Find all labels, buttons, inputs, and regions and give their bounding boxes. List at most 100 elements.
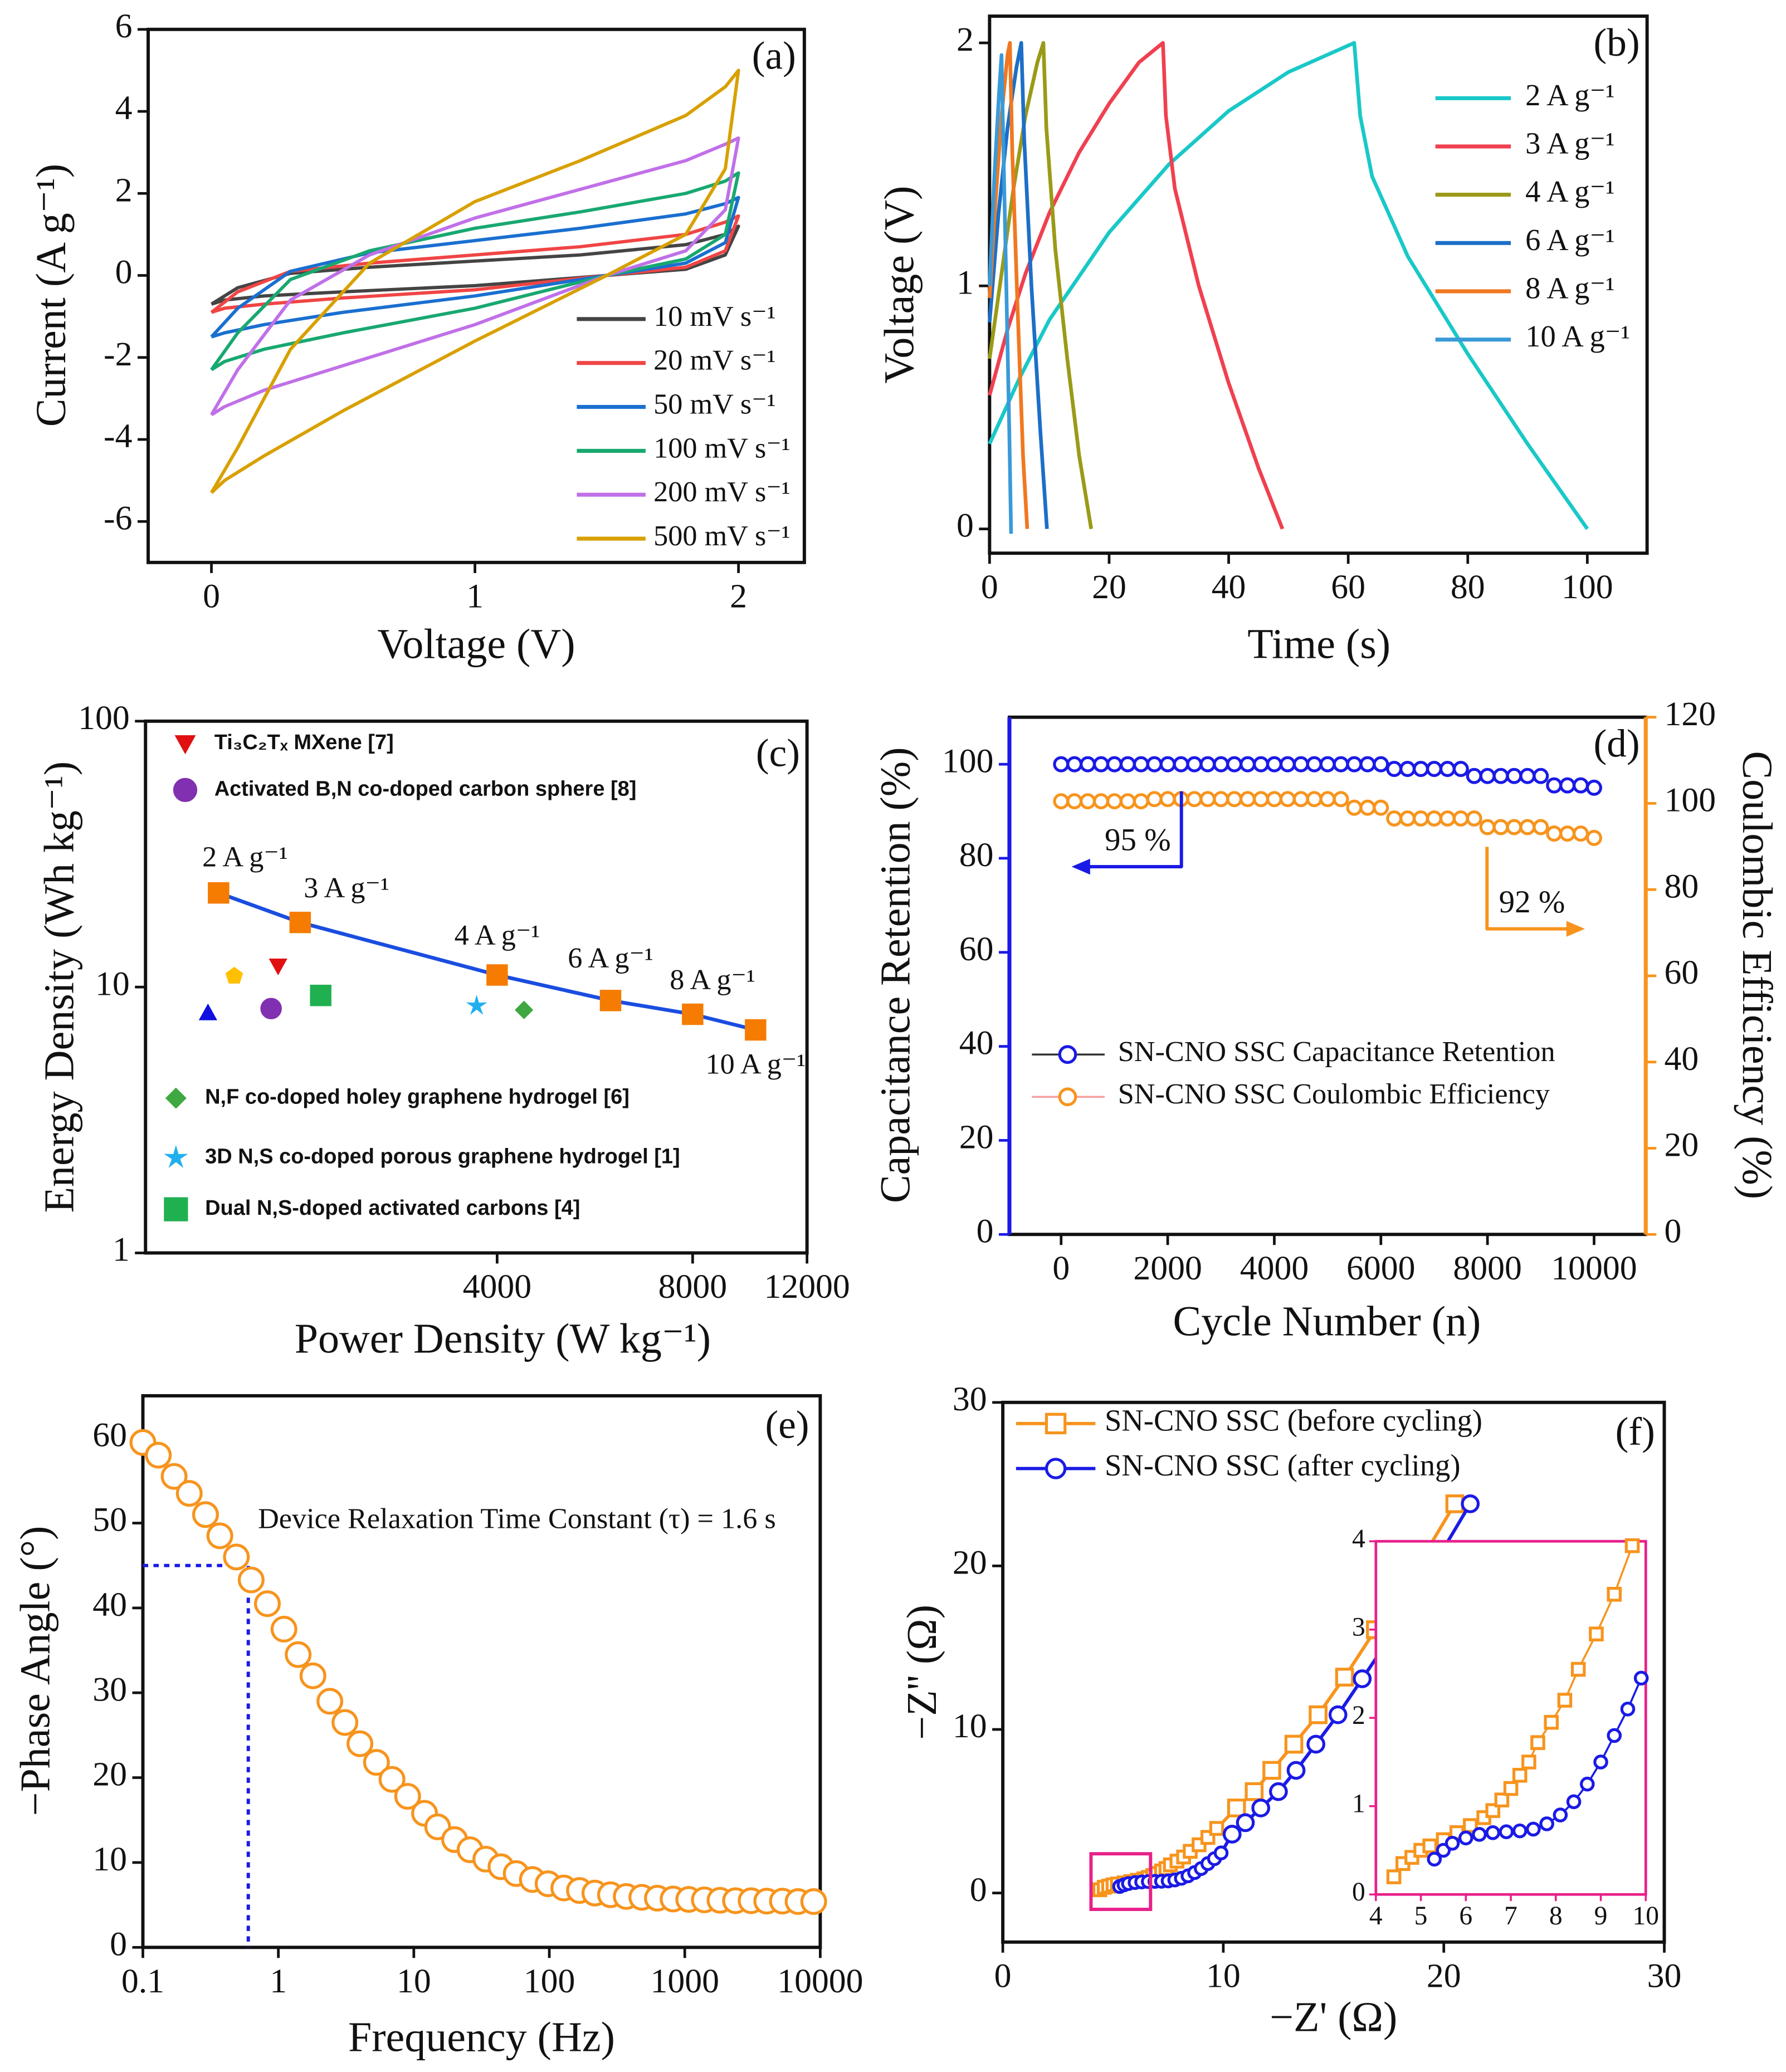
- inset-data-point: [1566, 1794, 1582, 1810]
- data-point: [1506, 819, 1523, 835]
- inset-data-point: [1580, 1776, 1595, 1792]
- data-point: [1226, 756, 1243, 773]
- x-axis-label: Power Density (W kg⁻¹): [295, 1315, 711, 1362]
- data-point: [1119, 793, 1136, 810]
- legend-marker: [164, 1197, 188, 1221]
- data-point: [1093, 756, 1110, 773]
- x-tick-label: 100: [1561, 568, 1613, 606]
- data-point: [1262, 1761, 1281, 1780]
- data-point: [175, 1480, 203, 1507]
- inset-x-tick-label: 5: [1414, 1902, 1428, 1931]
- inset-data-point: [1422, 1838, 1437, 1854]
- arrow-head-icon: [1071, 858, 1090, 875]
- x-axis-label: Frequency (Hz): [348, 2014, 615, 2060]
- data-point: [1159, 756, 1176, 773]
- x-tick-label: 6000: [1346, 1249, 1415, 1287]
- data-point: [208, 882, 230, 904]
- data-point: [1106, 756, 1123, 773]
- data-point: [1236, 1813, 1255, 1832]
- legend-label: 50 mV s⁻¹: [653, 388, 775, 421]
- data-point: [1080, 756, 1096, 773]
- data-point: [1106, 793, 1123, 810]
- x-tick-label: 20: [1092, 568, 1126, 606]
- inset-x-tick-label: 7: [1504, 1902, 1517, 1931]
- inset-data-point: [1526, 1821, 1541, 1837]
- data-point: [1306, 756, 1323, 773]
- y-tick-label: 120: [1665, 695, 1716, 733]
- x-tick-label: 0: [1052, 1249, 1070, 1287]
- data-point: [237, 1566, 265, 1594]
- y-tick-label: 20: [1665, 1126, 1699, 1164]
- data-point: [1333, 791, 1349, 808]
- y-axis-label: Energy Density (Wh kg⁻¹): [36, 761, 82, 1213]
- zoom-region-box: [1089, 1852, 1153, 1911]
- data-point: [1546, 825, 1563, 842]
- x-tick-label: 0: [981, 568, 998, 606]
- y-tick-label: -6: [104, 499, 132, 537]
- plot-area: [988, 14, 1649, 555]
- data-point: [1119, 756, 1136, 773]
- data-point: [223, 1543, 250, 1571]
- data-label: 8 A g⁻¹: [670, 964, 755, 996]
- legend-marker: [1058, 1045, 1077, 1064]
- data-point: [1492, 768, 1509, 784]
- y-tick-label: -4: [104, 417, 132, 455]
- x-tick-label: 0: [994, 1957, 1012, 1995]
- data-point: [1353, 1669, 1372, 1688]
- y-tick-label: 10: [953, 1707, 987, 1745]
- reference-point: [260, 998, 282, 1019]
- data-point: [1266, 756, 1282, 773]
- data-point: [1359, 756, 1376, 773]
- panel-label: (c): [756, 731, 800, 775]
- panel-c-ragone: 4000 8000 12000 1 10 100 2 A g⁻¹ 3 A g⁻¹ 4 A g⁻¹…: [36, 699, 850, 1362]
- reference-point: [269, 959, 287, 975]
- inset-y-tick-label: 1: [1352, 1790, 1365, 1819]
- legend-marker: [1045, 1413, 1067, 1435]
- y-tick-label: 40: [92, 1586, 127, 1624]
- y-tick-label: 0: [115, 253, 133, 291]
- y-axis-label: Current (A g⁻¹): [28, 164, 75, 427]
- data-point: [1199, 756, 1216, 773]
- data-point: [1173, 756, 1189, 773]
- data-point: [599, 990, 622, 1011]
- y-tick-label: 2: [115, 171, 133, 209]
- x-tick-label: 40: [1212, 568, 1246, 606]
- data-point: [1066, 793, 1083, 810]
- x-tick-label: 10000: [1551, 1249, 1637, 1287]
- x-axis-label: Cycle Number (n): [1173, 1298, 1481, 1345]
- data-point: [1386, 810, 1403, 827]
- inset-y-tick-label: 2: [1352, 1701, 1365, 1730]
- data-point: [1209, 1821, 1224, 1836]
- data-point: [1519, 819, 1536, 835]
- data-point: [745, 1019, 767, 1041]
- retention-arrow: [1078, 791, 1183, 868]
- x-axis-label: Time (s): [1247, 621, 1390, 668]
- gcd-curve: [988, 53, 1013, 534]
- data-point: [1426, 761, 1442, 778]
- data-point: [1080, 793, 1096, 810]
- data-point: [1546, 777, 1563, 794]
- data-point: [1251, 1799, 1271, 1817]
- data-point: [192, 1501, 219, 1528]
- retention-annotation: 95 %: [1105, 822, 1171, 857]
- data-point: [1253, 756, 1270, 773]
- x-tick-label: 10: [397, 1962, 431, 2000]
- data-point: [363, 1749, 390, 1776]
- legend-label: 20 mV s⁻¹: [653, 344, 775, 377]
- reference-point: [310, 984, 331, 1006]
- y-tick-label: 2: [957, 21, 974, 58]
- efficiency-annotation: 92 %: [1499, 884, 1565, 920]
- y-tick-label: 30: [953, 1380, 987, 1418]
- data-point: [1213, 1845, 1229, 1861]
- data-point: [1066, 756, 1083, 773]
- inset-data-point: [1593, 1755, 1608, 1770]
- inset-data-point: [1386, 1869, 1402, 1884]
- legend-marker: [165, 1087, 187, 1109]
- data-point: [316, 1688, 344, 1715]
- panel-b-gcd: 0 20 40 60 80 100 0 1 2 2 A g⁻¹ 3 A g⁻¹ 4 A g⁻¹ 6 A …: [876, 14, 1649, 668]
- y-axis-label: −Z'' (Ω): [899, 1605, 945, 1740]
- data-point: [1533, 768, 1549, 784]
- inset-data-point: [1458, 1830, 1473, 1846]
- legend-label: 500 mV s⁻¹: [653, 520, 790, 552]
